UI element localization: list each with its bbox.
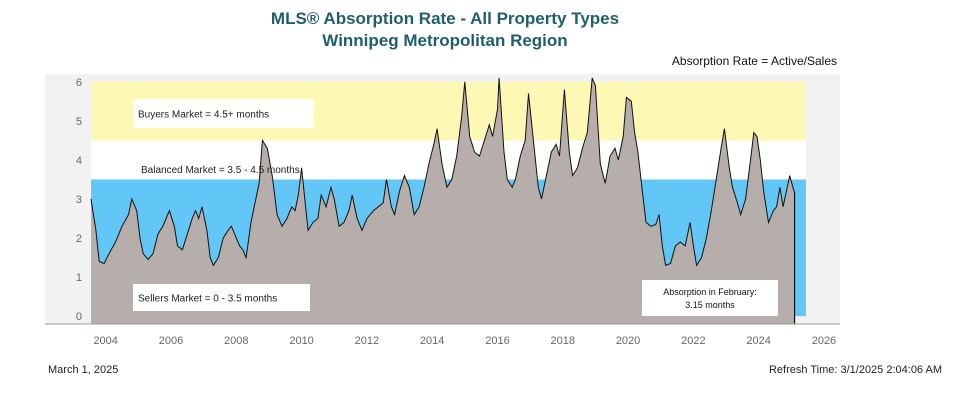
x-tick-label: 2024 xyxy=(746,335,770,347)
x-tick-label: 2016 xyxy=(485,335,509,347)
annotation-box xyxy=(642,280,778,316)
chart-title: MLS® Absorption Rate - All Property Type… xyxy=(270,9,620,28)
x-tick-label: 2026 xyxy=(812,335,836,347)
y-tick-label: 5 xyxy=(76,116,82,128)
x-tick-label: 2008 xyxy=(224,335,248,347)
y-tick-label: 2 xyxy=(76,233,82,245)
zone-label: Balanced Market = 3.5 - 4.5 months xyxy=(141,165,300,176)
x-tick-label: 2010 xyxy=(289,335,313,347)
x-tick-label: 2018 xyxy=(551,335,575,347)
y-tick-label: 6 xyxy=(76,77,82,89)
x-tick-label: 2020 xyxy=(616,335,640,347)
y-tick-label: 1 xyxy=(76,272,82,284)
area-base xyxy=(91,316,795,324)
chart-subtitle: Winnipeg Metropolitan Region xyxy=(322,31,568,50)
report-date: March 1, 2025 xyxy=(48,364,119,376)
x-tick-label: 2012 xyxy=(355,335,379,347)
zone-label-box xyxy=(133,99,314,128)
y-tick-label: 4 xyxy=(76,155,82,167)
x-tick-label: 2022 xyxy=(681,335,705,347)
y-tick-label: 3 xyxy=(76,194,82,206)
zone-label: Buyers Market = 4.5+ months xyxy=(138,110,269,121)
absorption-area xyxy=(91,77,795,325)
x-tick-label: 2004 xyxy=(93,335,117,347)
zone-label: Sellers Market = 0 - 3.5 months xyxy=(138,294,277,305)
annotation-line1: Absorption in February: xyxy=(663,287,757,297)
formula-label: Absorption Rate = Active/Sales xyxy=(671,54,837,68)
y-tick-label: 0 xyxy=(76,311,82,323)
x-tick-label: 2014 xyxy=(420,335,444,347)
absorption-line xyxy=(90,77,796,267)
annotation-line2: 3.15 months xyxy=(685,300,735,310)
refresh-time: Refresh Time: 3/1/2025 2:04:06 AM xyxy=(768,364,942,376)
zone-band xyxy=(91,140,806,180)
x-tick-label: 2006 xyxy=(159,335,183,347)
zone-label-box xyxy=(133,284,310,311)
